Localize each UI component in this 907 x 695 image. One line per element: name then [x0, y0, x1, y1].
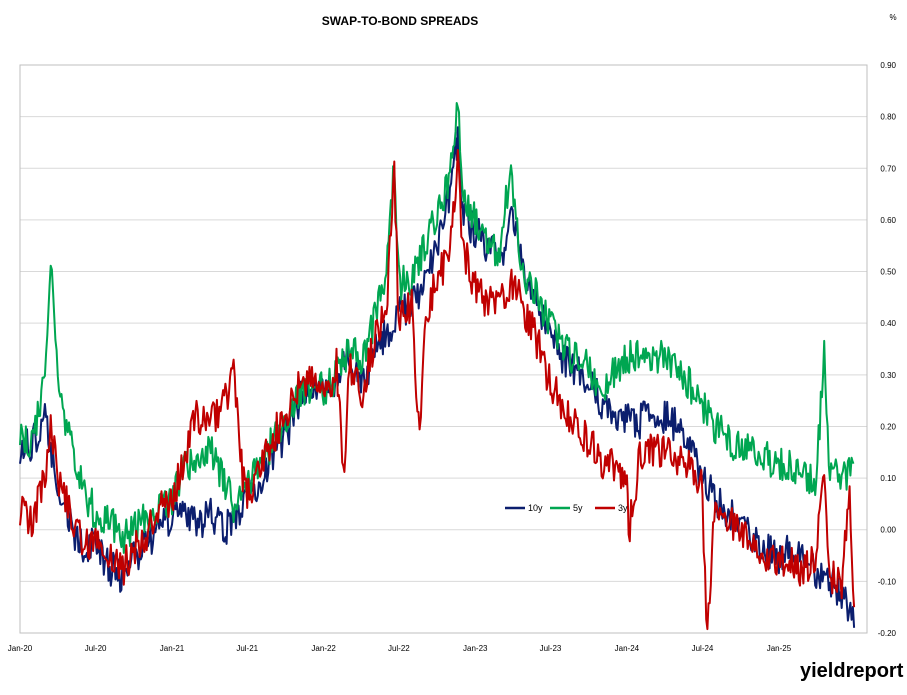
x-tick-label: Jan-22 — [311, 644, 336, 653]
logo-text-report: report — [846, 660, 904, 682]
y-tick-label: 0.60 — [880, 216, 896, 225]
y-tick-label: -0.20 — [878, 629, 897, 638]
series-line-3y — [19, 149, 856, 631]
x-tick-label: Jul-21 — [236, 644, 258, 653]
x-tick-label: Jul-23 — [540, 644, 562, 653]
logo-text-yield: yield — [800, 660, 846, 682]
series-line-5y — [19, 102, 855, 554]
legend: 10y 5y 3y — [505, 503, 628, 513]
x-tick-label: Jan-25 — [767, 644, 792, 653]
series-line-10y — [19, 126, 856, 628]
legend-label-10y: 10y — [528, 503, 543, 513]
x-tick-label: Jul-24 — [692, 644, 714, 653]
y-tick-label: 0.40 — [880, 319, 896, 328]
x-tick-label: Jan-23 — [463, 644, 488, 653]
x-tick-label: Jan-24 — [615, 644, 640, 653]
svg-text:yieldreport: yieldreport — [800, 660, 904, 682]
y-tick-label: 0.80 — [880, 113, 896, 122]
x-tick-label: Jul-22 — [388, 644, 410, 653]
legend-label-5y: 5y — [573, 503, 583, 513]
y-tick-label: 0.00 — [880, 526, 896, 535]
y-tick-label: 0.50 — [880, 268, 896, 277]
y-axis-ticks: 0.90 0.80 0.70 0.60 0.50 0.40 0.30 0.20 0.10 0.00… — [878, 61, 897, 638]
x-tick-label: Jan-21 — [160, 644, 185, 653]
yieldreport-logo: yieldreport — [800, 660, 904, 682]
y-tick-label: 0.90 — [880, 61, 896, 70]
y-tick-label: 0.20 — [880, 422, 896, 431]
x-axis-ticks: Jan-20 Jul-20 Jan-21 Jul-21 Jan-22 Jul-22 Jan-… — [8, 644, 792, 653]
x-tick-label: Jul-20 — [85, 644, 107, 653]
y-tick-label: 0.70 — [880, 164, 896, 173]
y-tick-label: 0.10 — [880, 474, 896, 483]
y-tick-label: 0.30 — [880, 371, 896, 380]
chart-title: SWAP-TO-BOND SPREADS — [322, 14, 478, 28]
x-tick-label: Jan-20 — [8, 644, 33, 653]
unit-label: % — [889, 13, 896, 22]
series-layer — [19, 102, 856, 631]
legend-label-3y: 3y — [618, 503, 628, 513]
y-tick-label: -0.10 — [878, 577, 897, 586]
plot-area-frame — [19, 64, 868, 634]
